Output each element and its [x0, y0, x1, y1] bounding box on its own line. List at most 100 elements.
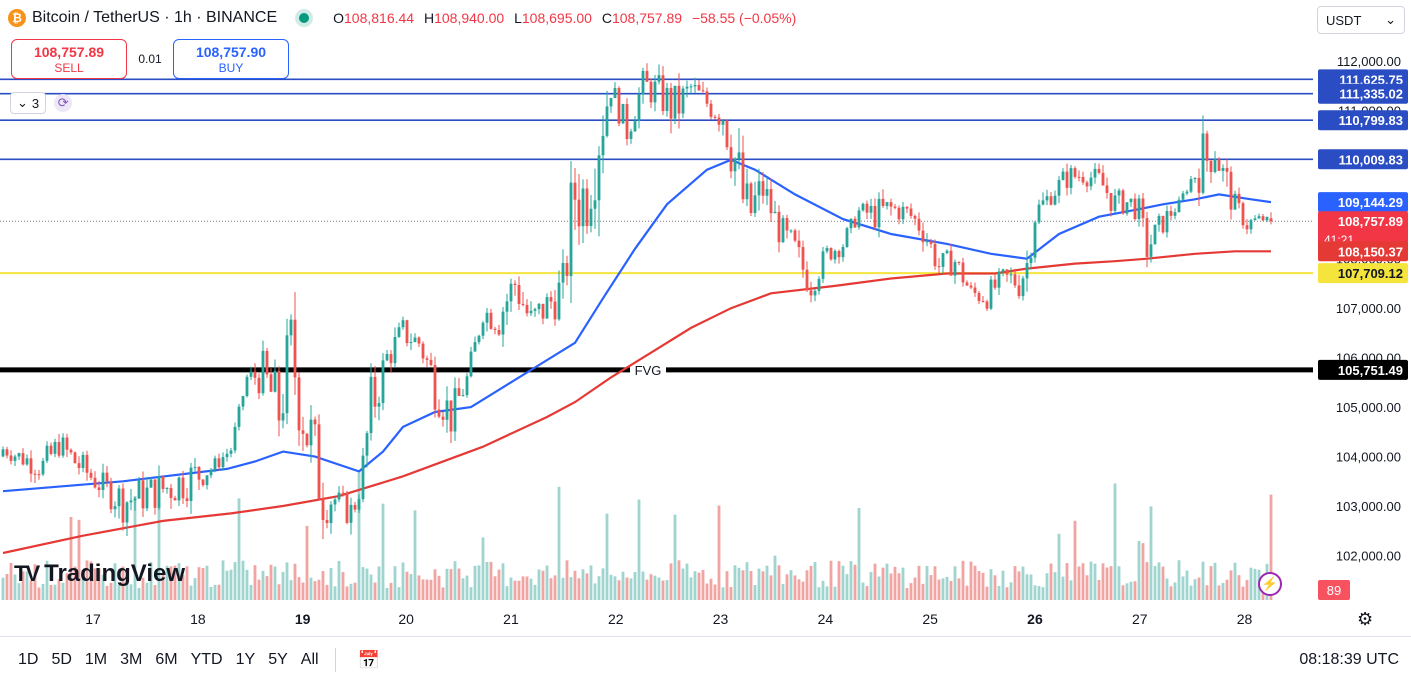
- candle-body: [885, 202, 889, 206]
- volume-bar: [697, 572, 701, 600]
- volume-bar: [609, 574, 613, 600]
- volume-bar: [229, 569, 233, 600]
- volume-bar: [209, 586, 213, 600]
- price-badge-label: 111,625.75: [1339, 72, 1403, 87]
- volume-bar: [981, 572, 985, 600]
- lightning-icon[interactable]: ⚡: [1258, 572, 1282, 596]
- candle-body: [461, 395, 465, 397]
- volume-bar: [177, 563, 181, 600]
- volume-bar: [9, 562, 13, 600]
- volume-bar: [1073, 520, 1077, 600]
- candle-body: [873, 206, 877, 228]
- buy-button[interactable]: 108,757.90 BUY: [173, 39, 289, 79]
- candle-body: [797, 240, 801, 248]
- moving-averages: [2, 158, 1272, 555]
- candle-body: [917, 218, 921, 231]
- volume-bar: [1201, 561, 1205, 600]
- volume-bar: [397, 587, 401, 600]
- volume-bar: [1, 577, 5, 600]
- range-button-3m[interactable]: 3M: [120, 651, 143, 668]
- candle-body: [801, 247, 805, 270]
- volume-bar: [13, 574, 17, 600]
- volume-bar: [1093, 563, 1097, 600]
- volume-bar: [701, 569, 705, 600]
- range-button-ytd[interactable]: YTD: [190, 651, 223, 668]
- range-button-5d[interactable]: 5D: [51, 651, 72, 668]
- volume-bar: [1233, 562, 1237, 600]
- candle-body: [1169, 211, 1173, 216]
- volume-bar: [1209, 566, 1213, 600]
- price-badge-label: 108,757.89: [1338, 214, 1403, 229]
- go-to-date-icon[interactable]: 📅: [357, 649, 380, 670]
- fvg-label: FVG: [635, 363, 662, 378]
- volume-bar: [169, 566, 173, 600]
- volume-bar: [449, 569, 453, 600]
- price-badge-label: 111,335.02: [1339, 87, 1403, 102]
- candle-body: [829, 248, 833, 260]
- range-button-all[interactable]: All: [300, 651, 319, 668]
- candle-body: [1221, 167, 1225, 171]
- candle-body: [641, 70, 645, 95]
- volume-bar: [785, 574, 789, 600]
- candle-body: [1217, 159, 1221, 171]
- indicators-collapse-button[interactable]: ⌄ 3: [10, 92, 47, 114]
- volume-bar: [1005, 587, 1009, 600]
- volume-bar: [829, 560, 833, 600]
- volume-bars: [1, 472, 1273, 600]
- candle-body: [881, 198, 885, 206]
- volume-bar: [97, 568, 101, 600]
- candle-body: [589, 208, 593, 227]
- candle-body: [1041, 200, 1045, 205]
- candle-body: [325, 520, 329, 524]
- refresh-icon[interactable]: ⟳: [54, 94, 73, 112]
- range-button-1d[interactable]: 1D: [18, 651, 39, 668]
- volume-bar: [849, 561, 853, 600]
- candle-body: [789, 230, 793, 232]
- candle-body: [1049, 196, 1053, 205]
- candle-body: [273, 370, 277, 392]
- volume-bar: [45, 560, 49, 600]
- sell-button[interactable]: 108,757.89 SELL: [11, 39, 127, 79]
- range-button-1y[interactable]: 1Y: [235, 651, 256, 668]
- candle-body: [165, 487, 169, 489]
- volume-bar: [541, 570, 545, 600]
- open-value: 108,816.44: [344, 10, 415, 26]
- volume-bar: [513, 580, 517, 600]
- candle-body: [241, 396, 245, 407]
- candle-body: [865, 203, 869, 213]
- candle-body: [1253, 218, 1257, 221]
- volume-bar: [905, 587, 909, 600]
- candle-body: [773, 211, 777, 214]
- candle-body: [665, 87, 669, 112]
- volume-bar: [1213, 562, 1217, 600]
- candle-body: [357, 499, 361, 510]
- candles: [1, 63, 1273, 540]
- candle-body: [297, 377, 301, 431]
- range-button-6m[interactable]: 6M: [155, 651, 178, 668]
- volume-bar: [517, 580, 521, 600]
- symbol-title[interactable]: Bitcoin / TetherUS · 1h · BINANCE: [32, 9, 278, 26]
- volume-bar: [1245, 580, 1249, 600]
- volume-bar: [1269, 494, 1273, 600]
- candle-body: [373, 376, 377, 407]
- candle-body: [909, 208, 913, 216]
- candle-body: [437, 409, 441, 417]
- candle-body: [1061, 171, 1065, 180]
- currency-select[interactable]: USDT ⌄: [1317, 6, 1405, 34]
- high-value: 108,940.00: [434, 10, 505, 26]
- fvg-label-bg: [630, 360, 666, 379]
- range-button-1m[interactable]: 1M: [84, 651, 108, 668]
- volume-bar: [377, 566, 381, 600]
- volume-bar: [113, 563, 117, 600]
- volume-bar: [585, 573, 589, 600]
- settings-gear-icon[interactable]: ⚙: [1357, 609, 1374, 629]
- candle-body: [301, 430, 305, 434]
- price-axis: 102,000.00 103,000.00 104,000.00 105,000.00…: [1314, 40, 1411, 600]
- range-button-5y[interactable]: 5Y: [268, 651, 288, 668]
- candle-body: [697, 84, 701, 91]
- candle-body: [93, 477, 97, 488]
- volume-bar: [657, 577, 661, 600]
- candle-body: [1, 449, 5, 457]
- price-chart[interactable]: FVG 102,000.00 103,000.00 104,000.00 105,00…: [0, 0, 1411, 636]
- candle-body: [957, 261, 961, 263]
